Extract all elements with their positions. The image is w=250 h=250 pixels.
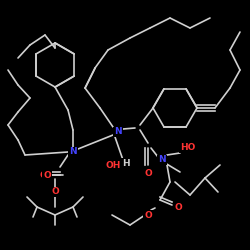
Text: H: H (122, 158, 130, 168)
Text: O: O (144, 168, 152, 177)
Text: HO: HO (180, 144, 196, 152)
Text: N: N (114, 128, 122, 136)
Text: O: O (174, 204, 182, 212)
Text: O: O (43, 170, 51, 179)
Text: N: N (158, 156, 166, 164)
Text: O: O (144, 210, 152, 220)
Text: O: O (39, 170, 47, 179)
Text: O: O (51, 188, 59, 196)
Text: N: N (69, 148, 77, 156)
Text: OH: OH (105, 160, 121, 170)
